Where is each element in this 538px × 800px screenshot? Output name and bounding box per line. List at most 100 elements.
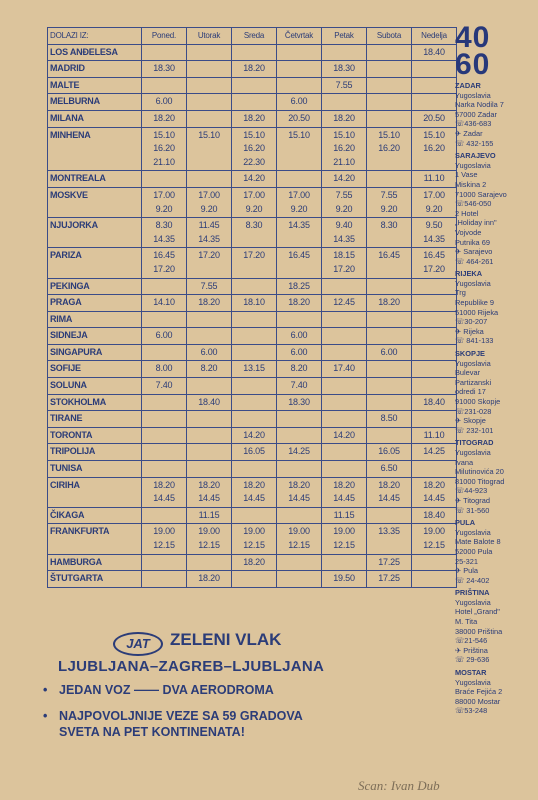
time-cell: 6.00 — [186, 343, 232, 362]
time: 22.30 — [243, 156, 265, 167]
time-cell — [411, 553, 457, 572]
time: 6.00 — [380, 346, 398, 357]
time-cell: 14.25 — [276, 443, 322, 462]
time: 9.20 — [335, 203, 353, 214]
time-cell — [141, 426, 187, 445]
city: TORONTA — [47, 426, 142, 445]
time: 6.00 — [290, 96, 308, 107]
time: 8.00 — [155, 363, 173, 374]
time: 16.20 — [333, 143, 355, 154]
office-line: Yugoslavia — [455, 358, 491, 368]
time-cell: 11.15 — [321, 506, 367, 525]
time: 11.10 — [423, 429, 445, 440]
time-cell: 16.45 17.20 — [411, 247, 457, 279]
city: TRIPOLIJA — [47, 443, 142, 462]
scan-credit: Scan: Ivan Dub — [358, 778, 440, 793]
time: 7.40 — [155, 380, 173, 391]
time: 14.45 — [423, 493, 445, 504]
time: 17.25 — [378, 573, 400, 584]
time-cell: 18.20 — [276, 294, 322, 312]
time-cell — [231, 410, 277, 428]
time: 19.00 — [288, 526, 310, 537]
time-cell: 19.00 12.15 — [411, 523, 457, 555]
header-cell: Utorak — [186, 27, 232, 45]
time-cell — [141, 76, 187, 95]
time: 7.40 — [290, 380, 308, 391]
time: 18.40 — [423, 509, 445, 520]
time: 9.20 — [155, 203, 173, 214]
time-cell: 17.40 — [321, 360, 367, 379]
time-cell — [276, 76, 322, 95]
time-cell: 19.00 12.15 — [276, 523, 322, 555]
time: 8.30 — [380, 220, 398, 231]
time: 16.45 — [378, 250, 400, 261]
office-line: ☏ 841-133 — [455, 336, 494, 346]
header-cell: Nedelja — [411, 27, 457, 45]
time-cell: 18.40 — [411, 43, 457, 62]
time-cell: 18.20 14.45 — [321, 476, 367, 508]
time: 18.20 — [198, 479, 220, 490]
time-cell: 8.30 14.35 — [141, 217, 187, 249]
row: ČIKAGA 11.15 11.15 18.40 — [47, 506, 457, 525]
time: 17.00 — [423, 189, 445, 200]
time-cell: 18.20 14.45 — [231, 476, 277, 508]
time: 14.25 — [288, 446, 310, 457]
time-cell — [231, 377, 277, 395]
sidebar: 40 60 ZADAR Yugoslavia Narka Nodila 7 57000 … — [455, 23, 537, 716]
time-cell — [321, 343, 367, 362]
time-cell — [231, 393, 277, 412]
time-cell: 11.10 — [411, 426, 457, 445]
time-cell: 8.30 — [231, 217, 277, 249]
row: ŠTUTGARTA 18.20 19.50 17.25 — [47, 570, 457, 588]
office-line: ✈ Pula — [455, 566, 479, 576]
header-cell: Poned. — [141, 27, 187, 45]
time-cell — [276, 426, 322, 445]
time-cell: 6.00 — [141, 93, 187, 111]
time-cell — [186, 377, 232, 395]
time-cell — [366, 327, 412, 345]
time-cell: 16.45 — [276, 247, 322, 279]
time-cell — [141, 506, 187, 525]
office-city: ZADAR — [455, 81, 481, 90]
time: 19.00 — [153, 526, 175, 537]
time-cell: 18.30 — [321, 60, 367, 78]
time-cell — [321, 377, 367, 395]
time: 14.35 — [153, 233, 175, 244]
time: 18.20 — [198, 297, 220, 308]
time-cell: 20.50 — [276, 109, 322, 128]
time: 17.40 — [333, 363, 355, 374]
time-cell — [186, 443, 232, 462]
time: 16.20 — [378, 143, 400, 154]
row: LOS ANĐELESA 18.40 — [47, 43, 457, 62]
header-row: DOLAZI IZ: Poned. Utorak Sreda Četvrtak Petak… — [47, 27, 457, 45]
time: 14.35 — [198, 233, 220, 244]
office-line: Miskina 2 — [455, 179, 487, 189]
time-cell: 19.00 12.15 — [141, 523, 187, 555]
row: SOLUNA 7.40 7.40 — [47, 377, 457, 395]
time-cell: 18.20 — [141, 109, 187, 128]
office: PULA Yugoslavia Mate Balote 8 52000 Pula 25-… — [455, 518, 537, 585]
time-cell — [141, 570, 187, 588]
time: 18.30 — [153, 63, 175, 74]
ad-route: LJUBLJANA–ZAGREB–LJUBLJANA — [58, 658, 325, 675]
time: 8.30 — [155, 220, 173, 231]
city: PEKINGA — [47, 277, 142, 296]
time: 15.10 — [333, 129, 355, 140]
time-cell: 20.50 — [411, 109, 457, 128]
time-cell — [276, 60, 322, 78]
city: ŠTUTGARTA — [47, 570, 142, 588]
time-cell — [141, 43, 187, 62]
time-cell: 17.00 9.20 — [411, 186, 457, 219]
city: MOSKVE — [47, 186, 142, 219]
office-line: Milutinovića 20 — [455, 467, 504, 477]
time-cell — [276, 410, 322, 428]
row: TORONTA 14.20 14.20 11.10 — [47, 426, 457, 445]
time-cell — [186, 410, 232, 428]
time-cell: 17.25 — [366, 553, 412, 572]
office-line: Vojvode — [455, 227, 482, 237]
office-city: MOSTAR — [455, 668, 487, 678]
city: MINHENA — [47, 126, 142, 172]
city: CIRIHA — [47, 476, 142, 508]
time: 18.20 — [243, 63, 265, 74]
time-cell — [366, 506, 412, 525]
